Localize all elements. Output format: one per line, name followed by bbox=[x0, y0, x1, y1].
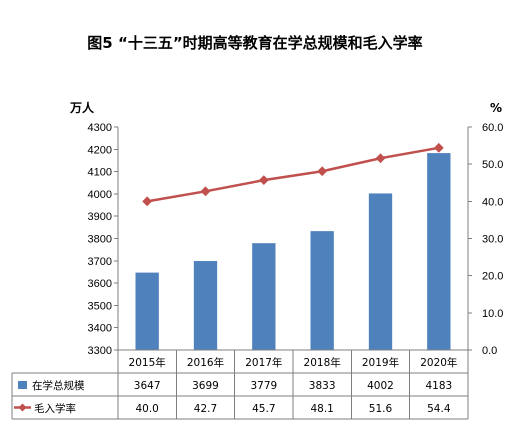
line-point-2019年 bbox=[375, 153, 386, 164]
left-tick-label: 4300 bbox=[88, 122, 112, 134]
left-axis-unit: 万人 bbox=[69, 100, 95, 115]
legend-key-line-marker bbox=[18, 403, 27, 412]
left-tick-label: 3700 bbox=[88, 256, 112, 268]
data-label-bar: 4002 bbox=[367, 380, 394, 392]
left-tick-label: 3500 bbox=[88, 300, 112, 312]
left-tick-label: 4200 bbox=[88, 144, 112, 156]
bar-2016年 bbox=[193, 261, 218, 350]
left-tick-label: 3800 bbox=[88, 234, 112, 246]
data-label-line: 40.0 bbox=[135, 403, 158, 415]
chart-title: 图5 “十三五”时期高等教育在学总规模和毛入学率 bbox=[87, 34, 422, 52]
bar-2017年 bbox=[252, 243, 276, 350]
category-label: 2016年 bbox=[187, 356, 224, 369]
legend-label-line: 毛入学率 bbox=[34, 402, 76, 415]
left-tick-label: 4100 bbox=[88, 167, 112, 179]
left-tick-label: 3300 bbox=[88, 345, 112, 357]
bar-2018年 bbox=[310, 231, 334, 350]
right-tick-label: 0.0 bbox=[482, 345, 497, 357]
legend-label-bar: 在学总规模 bbox=[32, 379, 85, 392]
right-tick-label: 60.0 bbox=[482, 122, 503, 134]
bar-2019年 bbox=[368, 193, 393, 350]
data-label-bar: 3699 bbox=[192, 380, 219, 392]
bar-2020年 bbox=[427, 153, 451, 350]
left-tick-label: 4000 bbox=[88, 189, 112, 201]
data-label-bar: 3779 bbox=[250, 380, 277, 392]
right-tick-label: 50.0 bbox=[482, 159, 503, 171]
line-point-2017年 bbox=[258, 175, 269, 186]
data-label-line: 48.1 bbox=[310, 403, 333, 415]
category-label: 2020年 bbox=[420, 356, 457, 369]
data-label-line: 45.7 bbox=[252, 403, 275, 415]
data-label-bar: 3833 bbox=[309, 380, 336, 392]
data-label-bar: 4183 bbox=[425, 380, 452, 392]
category-label: 2019年 bbox=[362, 356, 399, 369]
line-point-2020年 bbox=[433, 142, 444, 153]
data-label-line: 42.7 bbox=[194, 403, 217, 415]
left-tick-label: 3400 bbox=[88, 323, 112, 335]
category-label: 2015年 bbox=[129, 356, 166, 369]
left-tick-label: 3900 bbox=[88, 211, 112, 223]
category-label: 2018年 bbox=[304, 356, 341, 369]
line-series-gross-enrollment bbox=[146, 146, 440, 203]
data-label-bar: 3647 bbox=[134, 380, 161, 392]
data-label-line: 54.4 bbox=[427, 403, 451, 415]
left-tick-label: 3600 bbox=[88, 278, 112, 290]
line-point-2016年 bbox=[200, 186, 211, 197]
line-point-2015年 bbox=[142, 196, 153, 207]
data-label-line: 51.6 bbox=[369, 403, 393, 415]
line-point-2018年 bbox=[317, 166, 328, 177]
right-tick-label: 40.0 bbox=[482, 196, 503, 208]
right-tick-label: 20.0 bbox=[482, 271, 503, 283]
right-axis-unit: % bbox=[490, 101, 502, 115]
category-label: 2017年 bbox=[245, 356, 282, 369]
plot-area: 3300 3400 3500 3600 3700 3800 3900 4000 4100 4200… bbox=[11, 122, 503, 420]
right-tick-label: 30.0 bbox=[482, 234, 503, 246]
legend-key-bar bbox=[18, 381, 27, 389]
right-tick-label: 10.0 bbox=[482, 308, 503, 320]
bar-2015年 bbox=[135, 272, 159, 350]
